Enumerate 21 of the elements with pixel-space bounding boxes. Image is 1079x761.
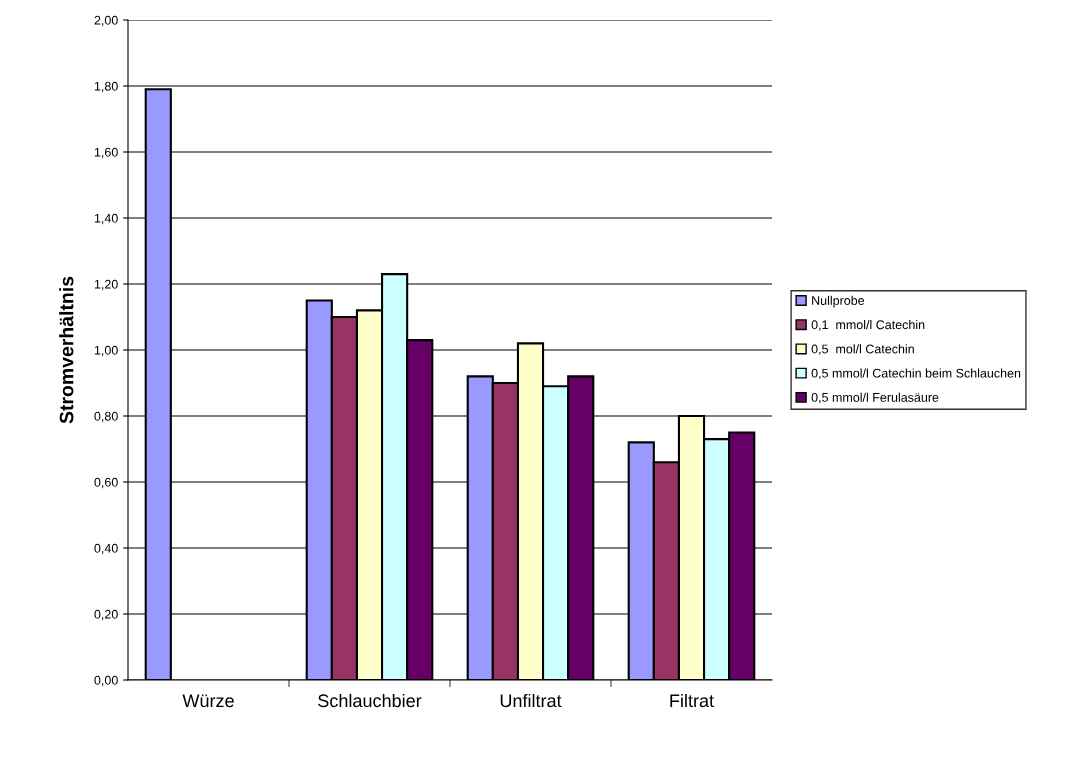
x-tick-label: Würze — [182, 694, 234, 708]
y-tick-label: 0,80 — [94, 411, 118, 423]
y-tick-label: 0,40 — [94, 543, 118, 555]
y-tick-label: 1,60 — [94, 147, 118, 159]
legend-label: 0,5 mmol/l Ferulasäure — [811, 392, 939, 404]
x-tick-label: Schlauchbier — [318, 693, 422, 708]
y-tick-label: 0,00 — [94, 675, 118, 687]
legend-label: Nullprobe — [812, 295, 865, 308]
y-axis-title: Stromverhältnis — [59, 276, 74, 424]
legend-label: 0,5 mol/l Catechin — [811, 344, 914, 355]
y-tick-label: 1,20 — [94, 279, 118, 291]
x-tick-label: Filtrat — [670, 693, 714, 708]
y-tick-label: 1,00 — [94, 345, 118, 357]
legend-label: 0,1 mmol/l Catechin — [811, 319, 925, 331]
y-tick-label: 1,40 — [94, 213, 118, 225]
legend-label: 0,5 mmol/l Catechin beim Schlauchen — [811, 368, 1021, 380]
y-tick-label: 0,60 — [94, 477, 118, 489]
y-tick-label: 1,80 — [94, 81, 118, 93]
y-tick-label: 2,00 — [94, 15, 118, 27]
x-tick-label: Unfiltrat — [500, 693, 562, 708]
y-tick-label: 0,20 — [94, 609, 118, 621]
